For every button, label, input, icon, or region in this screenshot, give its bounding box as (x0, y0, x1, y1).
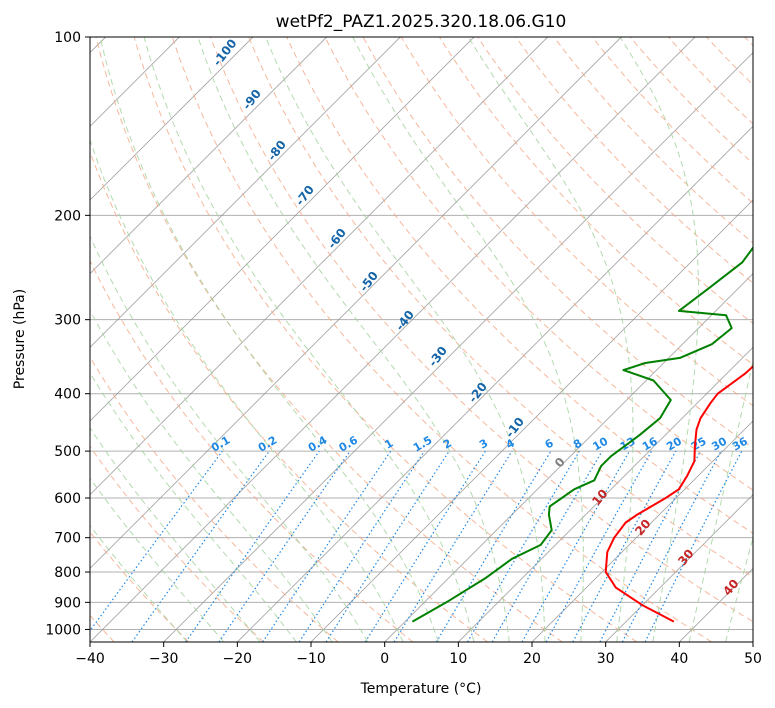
dry-adiabat-line (90, 445, 264, 642)
background-lines (90, 37, 753, 642)
dewpoint-profile-line (411, 246, 753, 623)
mixing-ratio-line (185, 450, 320, 642)
dry-adiabat-line (629, 37, 753, 165)
x-tick-label: −30 (149, 651, 179, 667)
plot-area (90, 37, 753, 642)
y-axis-label: Pressure (hPa) (12, 289, 28, 389)
mixing-ratio-line (572, 450, 677, 642)
mixing-ratio-line (393, 450, 513, 642)
dry-adiabat-line (400, 37, 753, 407)
moist-adiabat-line (197, 37, 510, 642)
isotherm-line (384, 273, 753, 642)
dry-adiabat-line (210, 37, 753, 623)
y-tick-label: 500 (54, 444, 81, 460)
isotherm-line (90, 37, 475, 422)
isotherm-line (531, 420, 753, 642)
dry-adiabat-line (324, 37, 753, 491)
dry-adiabat-line (591, 37, 753, 204)
moist-adiabat-line (725, 536, 753, 642)
x-tick-label: 40 (670, 651, 688, 667)
dry-adiabat-line (362, 37, 753, 449)
y-tick-label: 800 (54, 565, 81, 581)
isotherm-line (458, 346, 753, 642)
dry-adiabat-line (515, 37, 753, 284)
moist-adiabat-line (265, 37, 546, 642)
y-tick-label: 400 (54, 387, 81, 403)
plot-frame (89, 36, 754, 643)
y-axis: 100 200 300 400 500 600 700 800 900 1000 (45, 30, 90, 638)
isotherm-line (90, 37, 401, 348)
sounding-series (411, 246, 753, 623)
dry-adiabat-line (477, 37, 753, 325)
y-tick-label: 900 (54, 595, 81, 611)
isotherm-line (752, 641, 753, 642)
mixing-ratio-line (325, 450, 450, 642)
x-tick-label: 50 (744, 651, 762, 667)
mixing-ratio-line (90, 450, 223, 632)
chart-title: wetPf2_PAZ1.2025.320.18.06.G10 (276, 12, 567, 32)
y-tick-label: 100 (54, 30, 81, 46)
moist-adiabat-line (90, 371, 297, 642)
x-tick-label: −40 (75, 651, 105, 667)
x-tick-label: 30 (597, 651, 615, 667)
mixing-ratio-line (262, 450, 392, 642)
moist-adiabat-line (90, 477, 225, 642)
y-tick-label: 1000 (45, 622, 81, 638)
moist-adiabat-line (143, 37, 475, 642)
x-tick-label: 10 (449, 651, 467, 667)
isotherm-line (90, 37, 327, 275)
isotherm-line (90, 37, 696, 642)
mixing-ratio-line (131, 450, 270, 642)
temperature-profile-line (604, 365, 753, 623)
y-tick-label: 700 (54, 531, 81, 547)
mixing-ratio-line (644, 450, 743, 642)
isotherm-line (90, 37, 254, 201)
y-tick-label: 300 (54, 313, 81, 329)
x-tick-label: −10 (296, 651, 326, 667)
moist-adiabat-line (619, 37, 699, 642)
moist-adiabat-line (90, 235, 369, 642)
moist-adiabat-line (90, 427, 261, 642)
y-tick-label: 200 (54, 208, 81, 224)
isotherm-line (90, 37, 548, 496)
moist-adiabat-line (688, 358, 753, 642)
mixing-ratio-line (521, 450, 631, 642)
mixing-ratio-line (218, 450, 351, 642)
isotherm-line (90, 37, 622, 569)
mixing-ratio-line (545, 450, 653, 642)
x-tick-label: 0 (380, 651, 389, 667)
isotherm-line (237, 125, 753, 642)
isotherm-line (163, 52, 753, 642)
dry-adiabat-line (133, 37, 638, 642)
mixing-ratio-line (298, 450, 425, 642)
moist-adiabat-line (90, 138, 404, 642)
isotherm-line (605, 494, 753, 642)
moist-adiabat-line (90, 309, 333, 642)
x-tick-label: 20 (523, 651, 541, 667)
x-axis: −40 −30 −20 −10 0 10 20 30 40 50 (75, 642, 762, 667)
x-tick-label: −20 (223, 651, 253, 667)
y-tick-label: 600 (54, 491, 81, 507)
dry-adiabat-line (171, 37, 712, 642)
dry-adiabat-line (248, 37, 753, 578)
x-axis-label: Temperature (°C) (360, 681, 482, 697)
moist-adiabat-line (99, 37, 439, 642)
moist-adiabat-line (90, 524, 188, 642)
